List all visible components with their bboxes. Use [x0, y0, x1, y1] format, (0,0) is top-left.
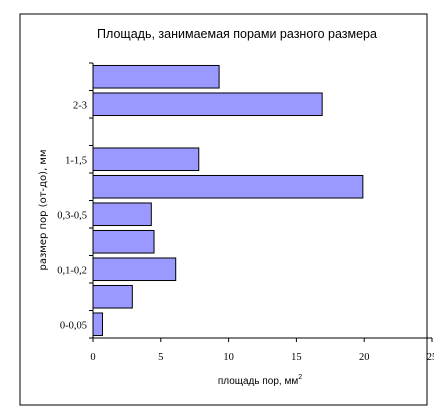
bar-9	[92, 64, 220, 89]
y-axis-label: размер пор (от-до), мм	[38, 149, 49, 270]
bar-0	[92, 312, 103, 337]
y-tick-label-4: 0,3-0,5	[57, 210, 87, 221]
bar-4	[92, 202, 152, 227]
bar-1	[92, 284, 133, 309]
x-ticks: 0 5 10 15 20 25	[90, 338, 434, 363]
bar-2	[92, 257, 177, 282]
bar-5	[92, 174, 364, 199]
x-tick-label-3: 15	[291, 352, 302, 363]
x-tick-label-1: 5	[158, 352, 163, 363]
y-tick-label-8: 2-3	[73, 100, 87, 111]
bar-6	[92, 147, 200, 172]
x-tick-label-5: 25	[427, 352, 434, 363]
y-tick-label-0: 0-0,05	[60, 320, 87, 331]
y-tick-label-2: 0,1-0,2	[57, 265, 87, 276]
x-axis-label: площадь пор, мм2	[218, 374, 302, 387]
chart-title: Площадь, занимаемая порами разного разме…	[97, 27, 377, 41]
y-tick-label-6: 1-1,5	[65, 155, 87, 166]
bar-3	[92, 229, 155, 254]
chart-frame	[19, 13, 428, 406]
y-tick-labels: 0-0,05 0,1-0,2 0,3-0,5 1-1,5 2-3	[57, 62, 93, 339]
x-axis-label-superscript: 2	[298, 374, 302, 381]
x-tick-label-4: 20	[359, 352, 370, 363]
x-tick-label-2: 10	[223, 352, 234, 363]
bar-8	[92, 92, 323, 117]
x-axis-label-text: площадь пор, мм	[218, 376, 299, 387]
x-tick-label-0: 0	[90, 352, 95, 363]
